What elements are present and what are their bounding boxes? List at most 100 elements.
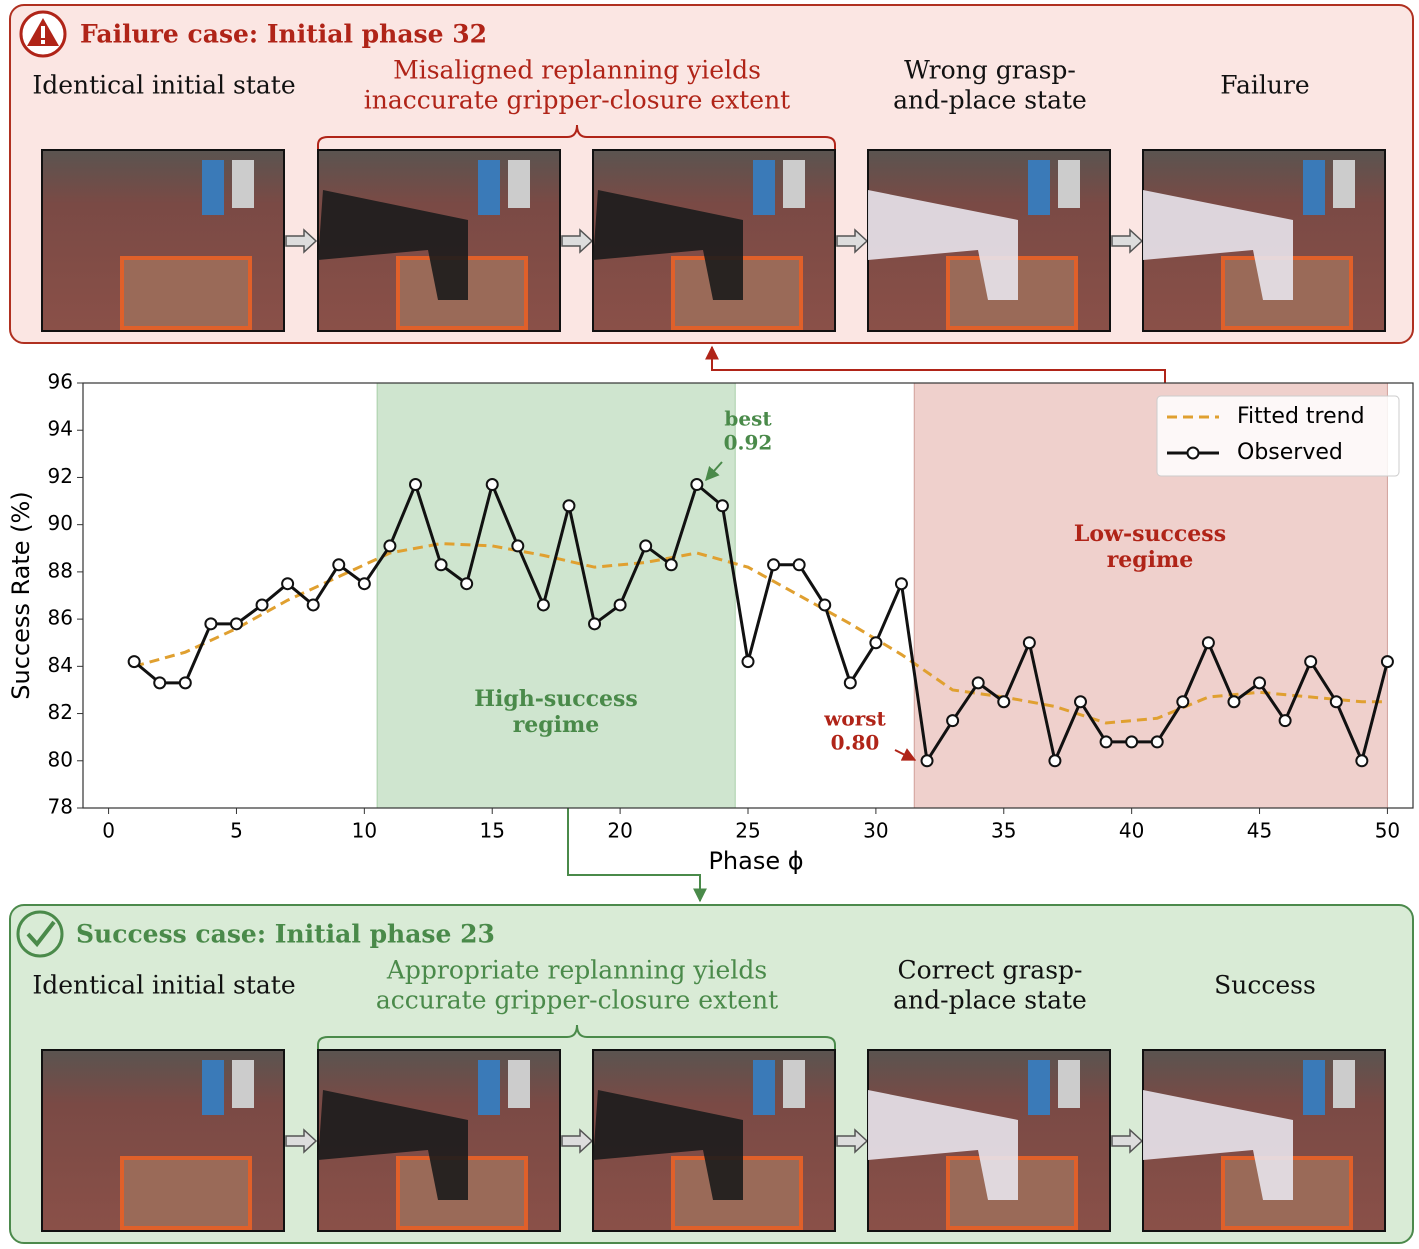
marker — [664, 558, 678, 572]
x-tick-label: 15 — [480, 819, 505, 843]
marker — [971, 676, 985, 690]
annotation-arrow — [705, 461, 723, 482]
panel-title: Success case: Initial phase 23 — [76, 920, 495, 949]
step-caption: Wrong grasp- — [904, 56, 1076, 85]
marker — [1150, 735, 1164, 749]
step-caption: Identical initial state — [32, 971, 295, 1000]
y-tick-label: 92 — [48, 464, 73, 488]
box — [120, 256, 252, 330]
can — [232, 160, 254, 208]
step-caption: Identical initial state — [32, 71, 295, 100]
frame-image — [867, 149, 1111, 332]
marker — [869, 636, 883, 650]
step-caption: and-place state — [893, 86, 1087, 115]
marker — [1329, 695, 1343, 709]
step-caption: inaccurate gripper-closure extent — [364, 86, 790, 115]
can — [783, 160, 805, 208]
step-caption: Success — [1214, 971, 1316, 1000]
can — [753, 1060, 775, 1115]
marker — [997, 695, 1011, 709]
marker — [894, 577, 908, 591]
marker — [843, 676, 857, 690]
marker — [1253, 676, 1267, 690]
robot — [318, 1090, 468, 1200]
region-label: regime — [513, 712, 600, 738]
marker — [511, 539, 525, 553]
frame-image — [1142, 1049, 1386, 1232]
marker — [818, 598, 832, 612]
can — [1058, 1060, 1080, 1108]
can — [1028, 1060, 1050, 1115]
marker — [741, 655, 755, 669]
annotation: best — [724, 407, 772, 431]
marker — [1355, 754, 1369, 768]
x-tick-label: 45 — [1247, 819, 1272, 843]
marker — [409, 478, 422, 492]
y-tick-label: 82 — [48, 700, 73, 724]
marker — [1176, 695, 1190, 709]
robot — [868, 1090, 1018, 1200]
marker — [690, 478, 704, 492]
step-arrow — [561, 228, 594, 254]
marker — [229, 617, 243, 631]
robot — [1143, 1090, 1293, 1200]
can — [232, 1060, 254, 1108]
step-arrow — [1111, 228, 1144, 254]
marker — [332, 558, 346, 572]
marker — [357, 577, 371, 591]
y-tick-label: 96 — [48, 370, 73, 394]
can — [753, 160, 775, 215]
marker — [1201, 636, 1215, 650]
marker — [1048, 754, 1062, 768]
region-label: High-success — [474, 686, 638, 712]
can — [1028, 160, 1050, 215]
marker — [153, 676, 167, 690]
connector — [705, 345, 1166, 383]
can — [1333, 1060, 1355, 1108]
frame-image — [41, 149, 285, 332]
x-tick-label: 35 — [991, 819, 1016, 843]
connector — [567, 808, 707, 903]
marker — [1074, 695, 1087, 709]
x-tick-label: 50 — [1375, 819, 1400, 843]
marker — [1304, 655, 1318, 669]
brace — [317, 1024, 836, 1055]
can — [1058, 160, 1080, 208]
annotation: worst — [823, 707, 886, 731]
y-tick-label: 84 — [48, 653, 73, 677]
x-tick-label: 25 — [735, 819, 760, 843]
can — [508, 160, 530, 208]
marker — [1227, 695, 1241, 709]
can — [478, 1060, 500, 1115]
frame-image — [592, 1049, 836, 1232]
marker — [639, 539, 653, 553]
can — [478, 160, 500, 215]
frame-image — [317, 1049, 561, 1232]
marker — [281, 577, 295, 591]
y-tick-label: 80 — [48, 747, 73, 771]
marker — [1022, 636, 1036, 650]
legend-label: Fitted trend — [1237, 404, 1365, 429]
marker — [792, 558, 806, 572]
legend-marker — [1186, 446, 1200, 460]
robot — [868, 190, 1018, 300]
robot — [593, 1090, 743, 1200]
step-arrow — [285, 1128, 318, 1154]
y-tick-label: 94 — [48, 417, 73, 441]
step-caption: and-place state — [893, 986, 1087, 1015]
step-caption: Appropriate replanning yields — [386, 956, 767, 985]
marker — [562, 499, 576, 513]
step-arrow — [836, 1128, 869, 1154]
marker — [1099, 735, 1113, 749]
marker — [485, 478, 499, 492]
marker — [383, 539, 397, 553]
step-arrow — [285, 228, 318, 254]
x-tick-label: 30 — [863, 819, 888, 843]
x-tick-label: 40 — [1119, 819, 1144, 843]
step-arrow — [561, 1128, 594, 1154]
box — [120, 1156, 252, 1230]
marker — [715, 499, 729, 513]
marker — [127, 655, 141, 669]
x-tick-label: 5 — [230, 819, 243, 843]
